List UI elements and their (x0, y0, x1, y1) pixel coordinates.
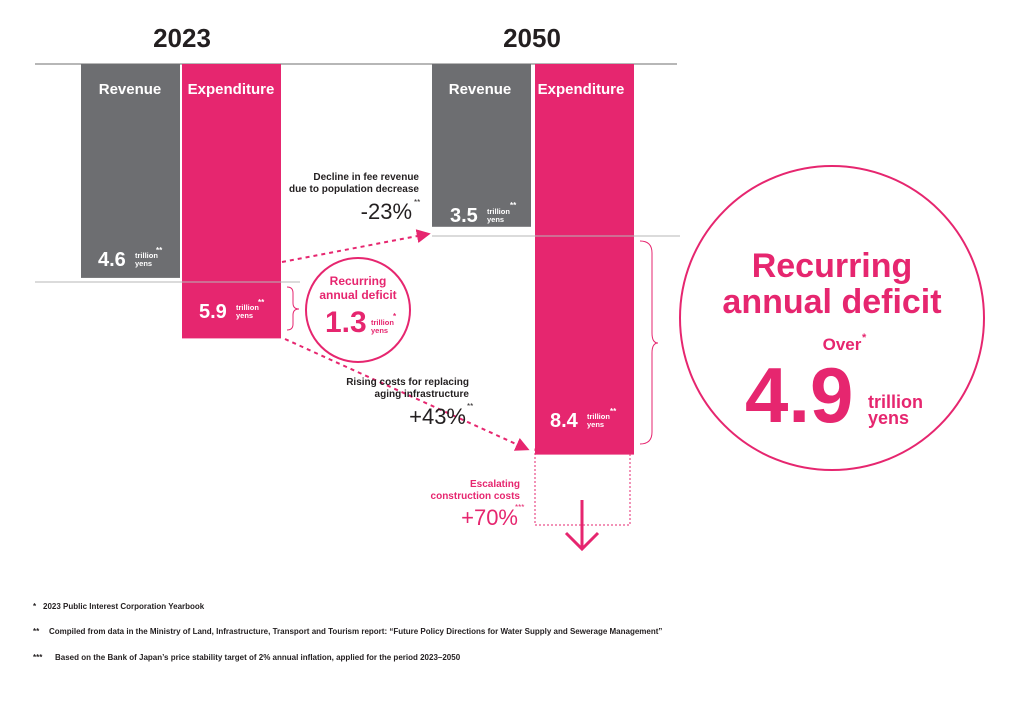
unit-label-expenditure-2023: trillion (236, 303, 259, 312)
value-label-revenue-2023: 4.6 (98, 249, 126, 271)
deficit-circle-2050 (679, 165, 985, 471)
unit-label-expenditure-2050-b: yens (587, 420, 604, 429)
bar-label-expenditure-2023: Expenditure (188, 81, 275, 98)
annotation-cost-rise-value: +43% (409, 404, 466, 429)
annotation-fee-decline-line1: Decline in fee revenue (313, 172, 419, 183)
annotation-cost-rise-line2: aging infrastructure (375, 389, 470, 400)
deficit-mark-2050: * (862, 332, 867, 344)
mark-expenditure-2023: ** (258, 298, 265, 307)
mark-expenditure-2050: ** (610, 407, 617, 416)
footnote-1-text: 2023 Public Interest Corporation Yearboo… (43, 602, 205, 611)
bar-label-expenditure-2050: Expenditure (538, 81, 625, 98)
unit-label-expenditure-2050: trillion (587, 412, 610, 421)
annotation-escalation-line1: Escalating (470, 479, 520, 490)
deficit-unit-2050-b: yens (868, 408, 909, 428)
value-label-revenue-2050: 3.5 (450, 205, 478, 227)
deficit-title-2050-line2: annual deficit (722, 283, 941, 321)
unit-label-revenue-2050-b: yens (487, 215, 504, 224)
deficit-title-2050-line1: Recurring (752, 247, 913, 285)
mark-revenue-2023: ** (156, 246, 163, 255)
deficit-unit-2023-b: yens (371, 326, 388, 335)
annotation-fee-decline-mark: ** (414, 198, 420, 207)
footnote-3-text: Based on the Bank of Japan’s price stabi… (55, 653, 461, 662)
footnotes: * 2023 Public Interest Corporation Yearb… (33, 602, 662, 662)
unit-label-revenue-2050: trillion (487, 207, 510, 216)
deficit-unit-2050: trillion (868, 392, 923, 412)
bar-label-revenue-2023: Revenue (99, 81, 162, 98)
deficit-brace-2023 (286, 286, 300, 331)
deficit-mark-2023: * (393, 312, 397, 321)
deficit-brace-2050 (639, 240, 659, 445)
deficit-unit-2023: trillion (371, 318, 394, 327)
arrow-fee-decline (281, 229, 431, 263)
deficit-value-2023: 1.3 (325, 306, 367, 339)
deficit-circle-2023 (305, 257, 411, 363)
bar-revenue-2050 (432, 64, 531, 227)
deficit-prefix-2050: Over (823, 335, 862, 354)
value-label-expenditure-2023: 5.9 (199, 301, 227, 323)
annotation-escalation-value: +70% (461, 505, 518, 530)
mark-revenue-2050: ** (510, 201, 517, 210)
bar-label-revenue-2050: Revenue (449, 81, 512, 98)
escalation-box (534, 448, 631, 526)
unit-label-revenue-2023-b: yens (135, 259, 152, 268)
annotation-escalation-mark: *** (515, 503, 524, 512)
annotation-escalation-line2: construction costs (431, 491, 521, 502)
value-label-expenditure-2050: 8.4 (550, 410, 579, 432)
footnote-3-mark: *** (33, 653, 43, 662)
deficit-title-2023-line1: Recurring (330, 274, 387, 288)
bar-revenue-2023 (81, 64, 180, 278)
down-arrow-icon (564, 500, 600, 552)
year-2023: 2023 (153, 23, 211, 53)
unit-label-expenditure-2023-b: yens (236, 311, 253, 320)
year-2050: 2050 (503, 23, 561, 53)
deficit-value-2050: 4.9 (745, 351, 853, 439)
annotation-cost-rise-line1: Rising costs for replacing (346, 377, 469, 388)
deficit-title-2023-line2: annual deficit (319, 288, 396, 302)
footnote-2-text: Compiled from data in the Ministry of La… (49, 627, 662, 636)
annotation-fee-decline-line2: due to population decrease (289, 184, 419, 195)
footnote-1-mark: * (33, 602, 37, 611)
bar-expenditure-2050 (535, 64, 634, 455)
annotation-fee-decline-value: -23% (361, 199, 412, 224)
unit-label-revenue-2023: trillion (135, 251, 158, 260)
annotation-cost-rise-mark: ** (467, 402, 473, 411)
footnote-2-mark: ** (33, 627, 40, 636)
bar-expenditure-2023 (182, 64, 281, 339)
